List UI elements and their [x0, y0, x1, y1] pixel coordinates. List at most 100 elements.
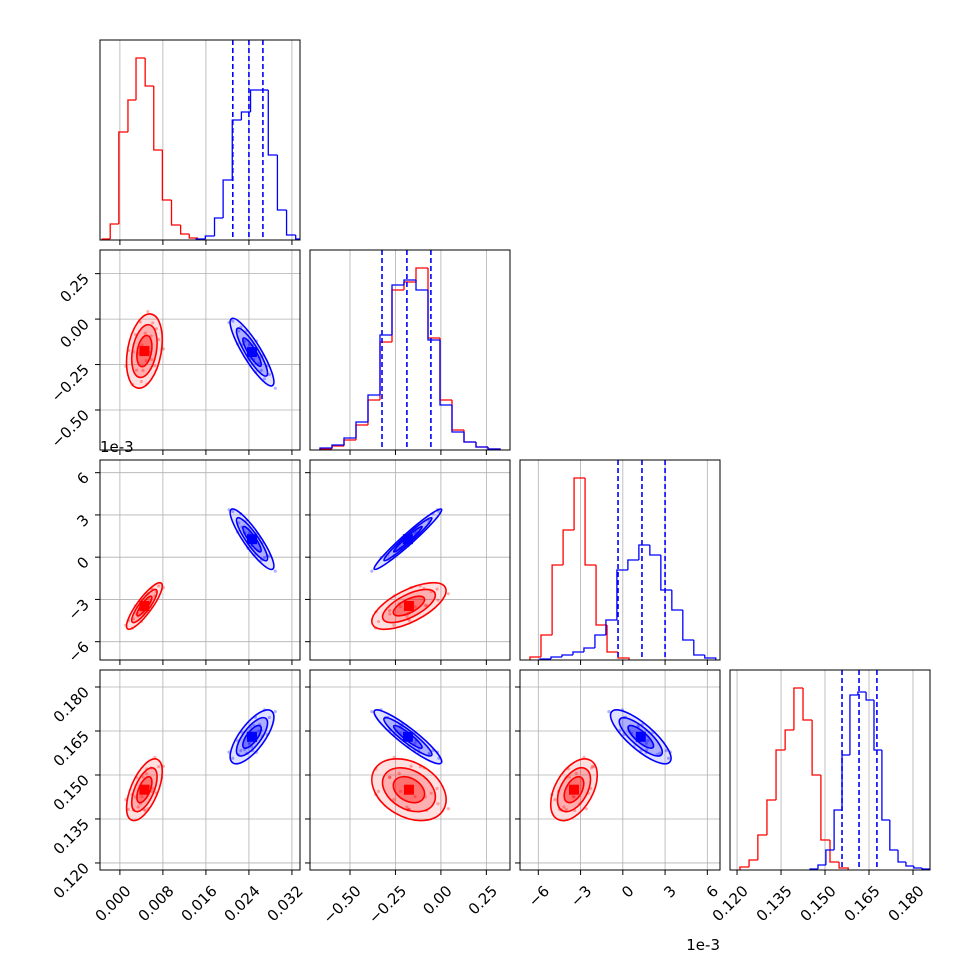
x-tick-label: 0.135 [753, 882, 796, 925]
density-peak [403, 784, 414, 795]
sample-point [435, 587, 439, 591]
hist-bin [550, 656, 562, 659]
x-tick-label: 0.032 [264, 882, 307, 925]
sample-point [413, 741, 417, 745]
hist-bin [573, 477, 586, 530]
hist-bin [391, 284, 404, 335]
panel [529, 460, 717, 660]
hist-bin [463, 430, 476, 443]
sample-point [370, 710, 374, 714]
panel [736, 670, 930, 870]
hist-bin [889, 820, 899, 851]
y-tick-label: 0.180 [50, 683, 93, 726]
sample-point [143, 331, 147, 335]
panel-frame [309, 249, 511, 451]
sample-point [140, 343, 144, 347]
sample-point [262, 377, 267, 381]
y-tick-label: 0.150 [50, 771, 93, 814]
density-peak [139, 346, 150, 357]
panel-frame [519, 459, 721, 661]
sample-point [413, 605, 417, 609]
sample-point [151, 321, 155, 325]
y-tick-label: 3 [73, 511, 92, 530]
density-peak [247, 347, 258, 358]
hist-bin [355, 424, 368, 440]
sample-point [413, 795, 417, 799]
hist-bin [584, 478, 597, 566]
hist-bin [427, 268, 440, 339]
sample-point [388, 612, 392, 616]
hist-bin [439, 338, 452, 401]
sample-point [370, 569, 374, 573]
y-tick-label: 0.00 [56, 315, 92, 351]
sample-point [658, 751, 662, 755]
sample-point [437, 509, 441, 514]
sample-point [446, 592, 450, 596]
hist-bin [921, 868, 930, 870]
hist-bin [367, 399, 380, 425]
hist-bin [748, 859, 758, 867]
sample-point [141, 368, 145, 372]
density-peak [403, 601, 414, 612]
hist-bin [551, 564, 564, 635]
sample-point [388, 776, 392, 780]
sample-point [134, 368, 139, 372]
sample-point [666, 756, 671, 760]
y-tick-label: 0 [73, 553, 92, 572]
hist-bin [415, 280, 428, 291]
sample-point [607, 710, 611, 714]
panel [101, 40, 300, 240]
sample-point [392, 798, 396, 802]
hist-bin [319, 447, 332, 450]
sample-point [144, 771, 148, 776]
hist-bin [849, 694, 858, 755]
sample-point [567, 775, 572, 779]
hist-bin [606, 625, 619, 653]
x-tick-label: 0.016 [178, 882, 221, 925]
sample-point [257, 729, 261, 733]
sample-point [231, 509, 235, 514]
x-tick-label: 0 [618, 882, 637, 901]
hist-bin [355, 421, 368, 438]
hist-bin [682, 610, 694, 641]
hist-bin [766, 799, 777, 835]
hist-bin [439, 340, 452, 406]
x-offset-label: 1e-3 [686, 936, 720, 954]
y-offset-label: 1e-3 [100, 438, 134, 456]
hist-bin [118, 131, 128, 224]
sample-point [259, 368, 263, 372]
hist-bin [331, 444, 344, 448]
hist-bin [331, 445, 344, 449]
sample-point [427, 751, 431, 755]
panel-frame [309, 459, 511, 661]
hist-bin [204, 235, 215, 239]
hist-bin [793, 687, 804, 730]
panel [100, 250, 300, 450]
x-tick-label: 0.25 [465, 882, 501, 918]
hist-bin [802, 688, 813, 721]
panel-frame [309, 669, 511, 871]
x-tick-label: 0.180 [885, 882, 928, 925]
sample-point [589, 766, 594, 770]
hist-bin [817, 864, 826, 869]
x-tick-label: −0.25 [365, 882, 410, 927]
sample-point [154, 327, 159, 331]
y-tick-label: 0.165 [50, 727, 93, 770]
hist-bin [561, 654, 573, 657]
sample-point [144, 359, 148, 363]
hist-bin [841, 754, 850, 810]
hist-bin [153, 86, 163, 151]
hist-bin [179, 225, 190, 235]
hist-bin [820, 775, 830, 841]
hist-bin [475, 442, 488, 448]
y-tick-label: 0.135 [50, 815, 93, 858]
sample-point [398, 789, 403, 794]
panel [100, 460, 300, 660]
hist-bin [825, 849, 835, 865]
sample-point [161, 347, 166, 351]
sample-point [590, 764, 595, 768]
hist-bin [897, 850, 906, 863]
y-tick-label: 0.120 [50, 859, 93, 902]
sample-point [664, 749, 668, 753]
